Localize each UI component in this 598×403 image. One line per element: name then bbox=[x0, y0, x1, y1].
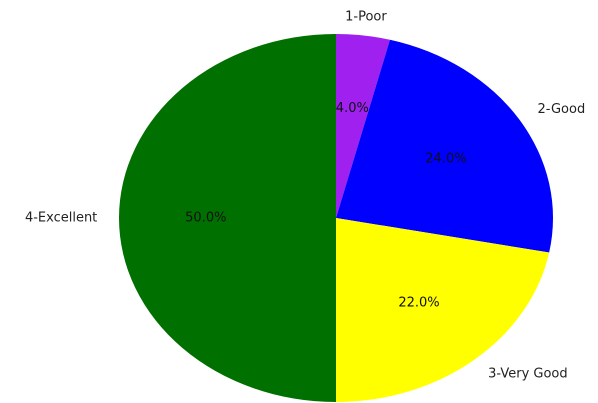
percent-label: 22.0% bbox=[398, 296, 439, 311]
pie-slice-1-poor bbox=[336, 34, 390, 218]
percent-label: 24.0% bbox=[425, 151, 466, 166]
category-label: 1-Poor bbox=[345, 10, 387, 25]
category-label: 4-Excellent bbox=[25, 211, 97, 226]
percent-label: 4.0% bbox=[336, 101, 369, 116]
pie-slice-4-excellent bbox=[119, 34, 336, 402]
percent-label: 50.0% bbox=[185, 211, 226, 226]
category-label: 2-Good bbox=[538, 102, 586, 117]
pie-slice-3-very-good bbox=[336, 218, 550, 402]
category-label: 3-Very Good bbox=[488, 366, 568, 381]
pie-slice-2-good bbox=[336, 39, 554, 253]
